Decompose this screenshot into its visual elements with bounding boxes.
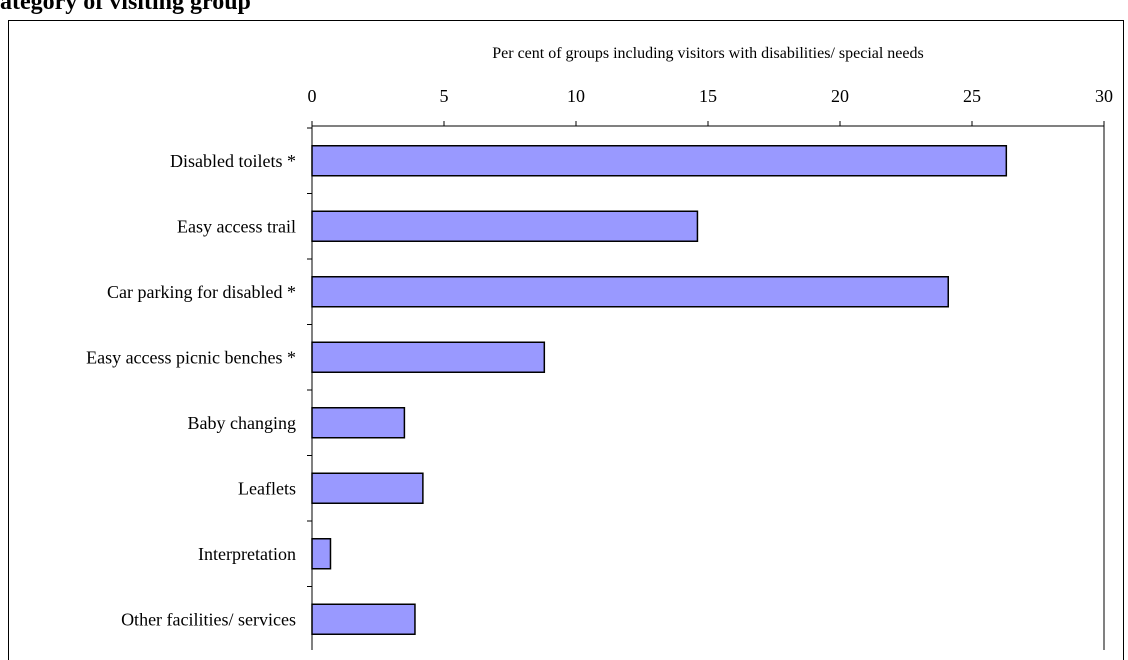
page-title: ategory of visiting group (0, 0, 251, 15)
category-labels: Disabled toilets * Easy access trail Car p… (86, 151, 296, 630)
category-label: Car parking for disabled * (107, 282, 296, 302)
category-label: Interpretation (198, 544, 296, 564)
category-label: Easy access picnic benches * (86, 347, 296, 367)
category-label: Leaflets (238, 478, 296, 498)
x-tick-label: 0 (308, 86, 317, 106)
x-tick-label: 10 (567, 86, 585, 106)
bar (311, 210, 699, 242)
bar (311, 472, 424, 504)
bar (311, 145, 1008, 177)
x-tick-label: 5 (440, 86, 449, 106)
category-label: Easy access trail (177, 216, 296, 236)
x-tick-label: 30 (1095, 86, 1113, 106)
x-axis-title: Per cent of groups including visitors wi… (492, 45, 923, 62)
chart-frame (8, 20, 1124, 660)
category-label: Disabled toilets * (170, 151, 296, 171)
x-axis-ticks: 0 5 10 15 20 25 30 (308, 86, 1113, 126)
category-label: Other facilities/ services (121, 609, 296, 629)
bar (311, 341, 546, 373)
bar (311, 538, 332, 570)
bar (311, 407, 406, 439)
bar (311, 276, 949, 308)
x-tick-label: 15 (699, 86, 717, 106)
x-tick-label: 25 (963, 86, 981, 106)
axes (307, 125, 1105, 650)
bar (311, 603, 416, 635)
bars (311, 145, 1008, 635)
category-label: Baby changing (188, 413, 296, 433)
x-tick-label: 20 (831, 86, 849, 106)
